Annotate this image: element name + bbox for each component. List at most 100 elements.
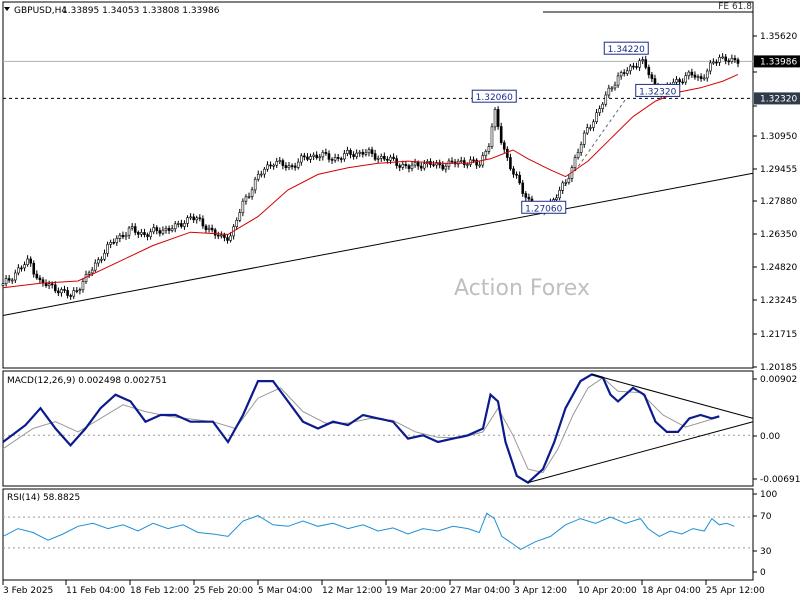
candle-body [293,165,297,168]
candle-body [352,154,355,157]
candle-body [244,196,248,202]
candle-body [598,108,601,114]
candle-body [158,230,162,234]
rsi-y-tick-label: 70 [760,512,772,522]
candle-body [678,79,681,83]
candle-body [404,164,408,166]
candle-body [284,165,288,169]
price-annotation-label: 1.34220 [608,45,645,55]
rsi-y-tick-label: 0 [760,568,766,578]
candle-body [333,157,337,161]
collapse-arrow-icon [4,7,10,11]
rsi-panel [2,488,754,581]
candle-body [681,81,684,84]
candle-body [616,75,620,86]
price-panel [2,1,754,369]
candle-body [272,164,275,167]
candle-body [78,289,82,291]
candle-body [140,232,143,235]
candle-body [567,178,571,183]
candle-body [736,59,740,64]
candle-body [253,178,257,191]
price-annotation-box [603,41,649,55]
candle-body [133,226,137,233]
candle-body [306,156,309,160]
candle-body [309,156,312,160]
macd-y-tick-label: -0.006915 [760,475,800,485]
candle-body [705,70,709,79]
candle-body [146,234,149,237]
candle-body [75,290,79,292]
candle-body [392,156,395,159]
candle-body [487,146,491,152]
candle-body [410,164,414,169]
x-tick-label: 3 Feb 2025 [3,586,53,596]
candle-body [450,160,454,163]
x-tick-label: 19 Mar 20:00 [386,586,446,596]
candle-body [250,189,254,197]
candle-body [582,132,586,145]
price-annotation-box [471,89,517,103]
candle-body [709,62,712,72]
candle-body [35,273,39,279]
candle-body [435,162,438,166]
candle-body [173,223,177,230]
candle-body [370,149,374,154]
candle-body [29,258,32,264]
x-tick-label: 12 Mar 12:00 [322,586,382,596]
candle-body [303,155,306,158]
candle-body [506,148,509,158]
candle-body [444,165,448,170]
candle-body [349,150,352,155]
y-tick-label: 1.23245 [760,296,797,306]
candle-body [207,227,211,230]
candle-body [201,218,205,227]
macd-lower-trendline [527,421,754,484]
candle-body [115,238,119,243]
candle-body [361,151,365,155]
candle-body [730,58,734,62]
candle-body [595,112,598,123]
candle-body [644,59,648,68]
candle-body [419,165,423,169]
candle-body [256,173,260,180]
candle-body [601,103,604,109]
candle-body [647,67,651,76]
candle-body [699,76,703,79]
candle-body [693,74,697,78]
candle-body [687,71,691,76]
current-price-tag-label: 1.33986 [760,57,797,67]
candle-body [638,60,641,68]
y-tick-label: 1.35620 [760,32,797,42]
x-tick-label: 27 Mar 04:00 [450,586,510,596]
macd-upper-trendline [591,373,754,419]
candle-body [312,154,315,157]
candle-body [100,258,103,261]
candle-body [321,152,325,158]
candle-body [355,152,358,157]
candle-body [296,161,300,168]
candle-body [490,126,494,147]
candle-body [235,220,239,227]
candle-body [97,259,100,264]
candle-body [733,58,737,61]
fe-level-label: FE 61.8 [718,2,752,12]
x-tick-label: 5 Mar 04:00 [258,586,313,596]
candle-body [330,159,334,161]
candle-body [629,65,632,72]
candle-body [484,151,488,156]
candle-body [14,272,17,281]
candle-body [650,74,654,79]
candle-body [275,161,279,166]
candle-body [44,282,48,287]
candle-body [315,154,318,158]
candle-body [260,173,263,176]
candle-body [226,237,229,241]
candle-body [579,144,583,153]
candle-body [573,157,577,168]
candle-body [189,216,192,219]
candle-body [180,223,183,227]
candle-body [496,109,500,127]
candle-body [23,264,26,269]
candle-body [204,225,208,230]
